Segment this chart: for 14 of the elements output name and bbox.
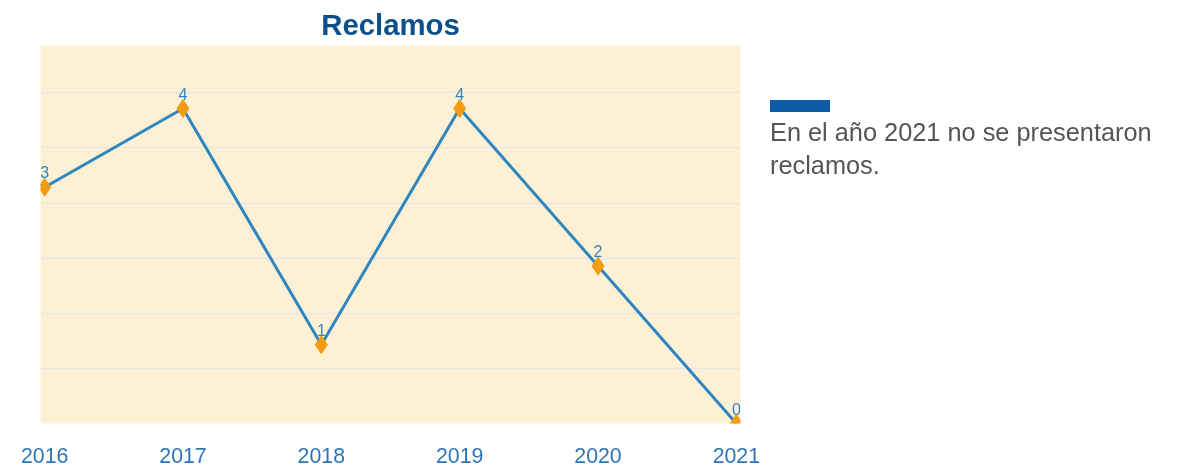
data-label: 4: [178, 85, 188, 103]
text: En el año 2021 no se presentaron reclamos.: [770, 117, 1153, 181]
data-label: 3: [40, 164, 50, 182]
data-label: 1: [316, 321, 326, 339]
x-tick-label: 2021: [712, 443, 761, 468]
chart-title: Reclamos: [321, 7, 460, 41]
x-tick-label: 2018: [297, 443, 346, 468]
x-tick-label: 2017: [159, 443, 207, 468]
data-label: 4: [455, 85, 465, 103]
x-tick-label: 2019: [435, 443, 484, 468]
data-label: 0: [731, 400, 741, 418]
x-tick-label: 2016: [20, 443, 69, 468]
x-tick-label: 2020: [574, 443, 622, 468]
data-label: 2: [593, 243, 603, 260]
